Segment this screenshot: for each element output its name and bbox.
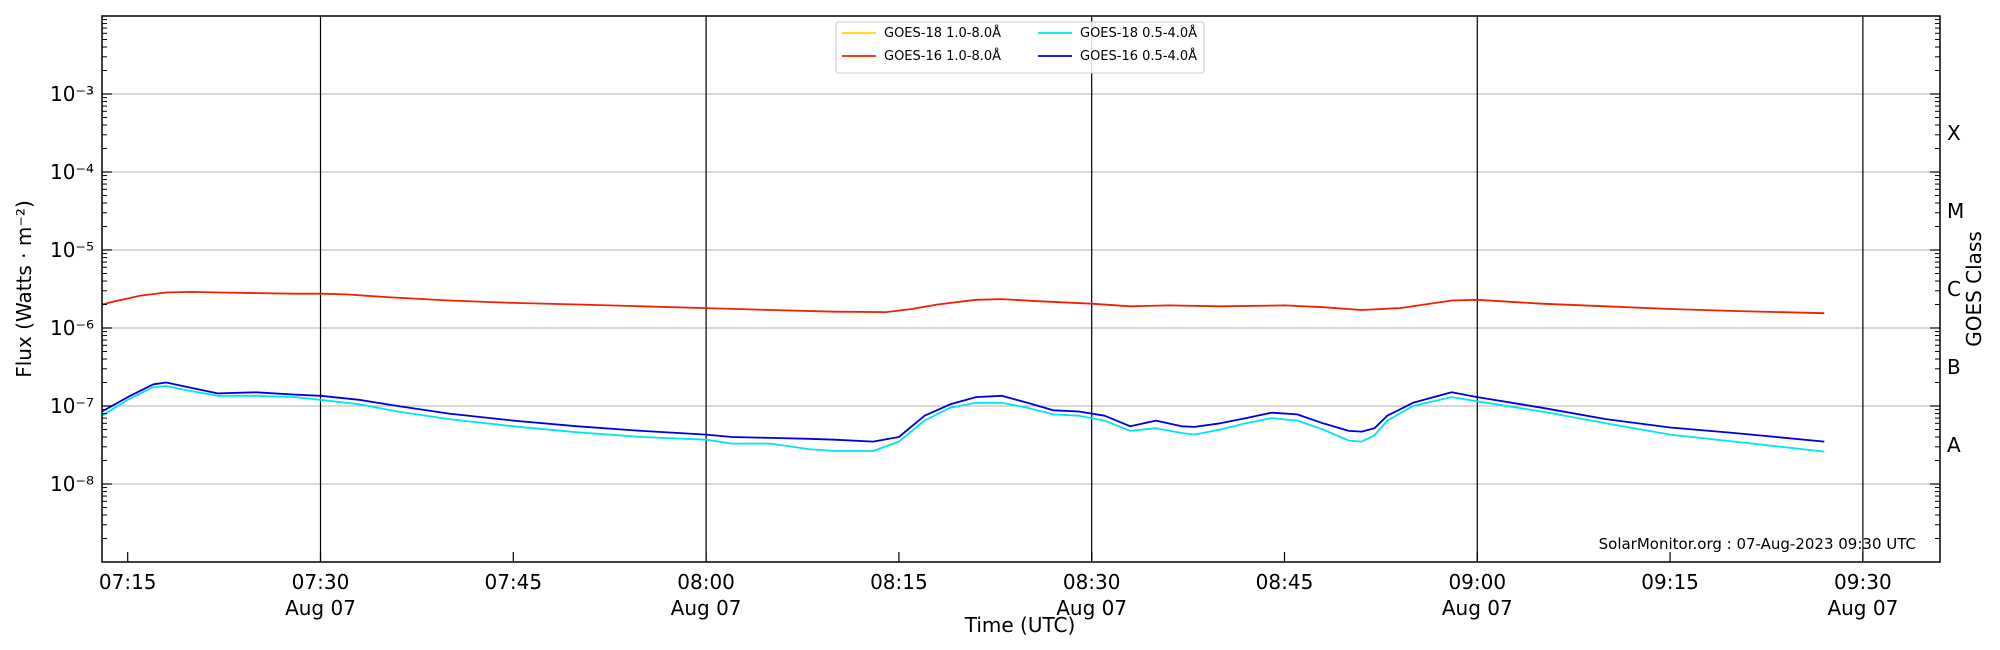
x-tick-label: 09:00 [1448,570,1506,594]
x-tick-label: 08:30 [1063,570,1121,594]
x-tick-date-label: Aug 07 [1442,596,1513,620]
plot-frame [101,15,1941,563]
goes-class-label: X [1947,121,1961,145]
goes-class-label: C [1947,277,1961,301]
series-line [101,385,1825,453]
series-layer [101,290,1825,453]
x-tick-label: 07:45 [484,570,542,594]
y-axis-title: Flux (Watts · m⁻²) [12,200,36,378]
legend-label: GOES-18 0.5-4.0Å [1080,25,1197,41]
x-tick-label: 07:15 [99,570,157,594]
series-line [101,381,1825,443]
legend: GOES-18 1.0-8.0Å GOES-16 1.0-8.0Å GOES-18 … [835,21,1205,74]
legend-label: GOES-16 1.0-8.0Å [884,48,1001,64]
x-tick-label: 09:30 [1834,570,1892,594]
goes-class-label: B [1947,355,1961,379]
x-tick-date-label: Aug 07 [1056,596,1127,620]
goes-class-axis-title: GOES Class [1962,231,1986,347]
x-tick-label: 08:15 [870,570,928,594]
y-tick-label: 10⁻⁸ [50,472,94,496]
x-tick-label: 09:15 [1641,570,1699,594]
x-tick-date-label: Aug 07 [671,596,742,620]
legend-box [835,21,1205,74]
series-line [101,290,1825,315]
legend-label: GOES-16 0.5-4.0Å [1080,48,1197,64]
grid-layer [102,93,1940,485]
credit-text: SolarMonitor.org : 07-Aug-2023 09:30 UTC [1599,535,1916,553]
x-tick-label: 08:00 [677,570,735,594]
x-tick-date-label: Aug 07 [285,596,356,620]
x-tick-label: 07:30 [292,570,350,594]
x-axis-title: Time (UTC) [964,613,1076,637]
goes-class-label: M [1947,199,1964,223]
goes-class-label: A [1947,433,1961,457]
y-tick-label: 10⁻⁵ [50,238,94,262]
y-tick-label: 10⁻⁷ [50,394,94,418]
y-tick-label: 10⁻⁴ [50,160,94,184]
x-tick-date-label: Aug 07 [1827,596,1898,620]
ticks-layer [102,19,1940,562]
y-tick-label: 10⁻⁶ [50,316,94,340]
x-tick-label: 08:45 [1256,570,1314,594]
vertical-lines-layer [319,16,1864,562]
y-tick-label: 10⁻³ [50,82,94,106]
legend-label: GOES-18 1.0-8.0Å [884,25,1001,41]
